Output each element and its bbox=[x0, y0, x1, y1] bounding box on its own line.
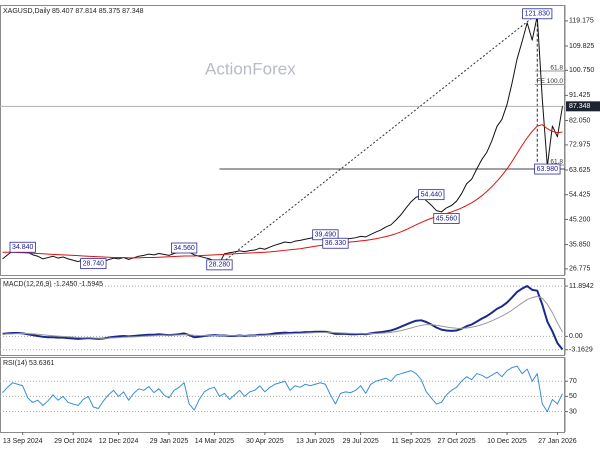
y-tick-label: 91.425 bbox=[569, 92, 591, 99]
x-tick-label: 27 Oct 2025 bbox=[437, 438, 475, 445]
annotation-box bbox=[9, 241, 36, 253]
x-tick-label: 13 Sep 2024 bbox=[3, 438, 43, 445]
annotation-box bbox=[433, 213, 460, 224]
annotation-box bbox=[80, 258, 107, 270]
x-tick-label: 11 Sep 2025 bbox=[392, 438, 431, 445]
x-tick-label: 30 Apr 2025 bbox=[246, 438, 284, 445]
series-line bbox=[2, 124, 563, 259]
y-tick-label: 82.050 bbox=[569, 117, 591, 124]
annotation-label: 28.740 bbox=[83, 260, 105, 267]
annotation-box bbox=[322, 237, 349, 249]
panel-title: RSI(14) 53.6361 bbox=[3, 360, 54, 367]
y-tick-label: 100.750 bbox=[569, 67, 594, 74]
panel-title: XAGUSD,Daily 85.407 87.814 85.375 87.348 bbox=[3, 8, 144, 15]
y-tick-label: 72.975 bbox=[569, 142, 591, 149]
y-tick-label: 11.8942 bbox=[569, 283, 594, 290]
y-tick-label: 26.775 bbox=[569, 266, 591, 273]
trend-line bbox=[219, 13, 538, 266]
fib-label: 61.8 bbox=[550, 159, 563, 166]
y-tick-label: 54.425 bbox=[569, 192, 591, 199]
series-line bbox=[2, 365, 563, 413]
x-tick-label: 29 Jan 2025 bbox=[150, 438, 189, 445]
y-tick-label: 35.850 bbox=[569, 241, 591, 248]
fib-label: 61.8 bbox=[550, 65, 563, 72]
annotation-label: 28.280 bbox=[209, 262, 231, 269]
series-line bbox=[2, 295, 563, 339]
x-tick-label: 13 Jun 2025 bbox=[296, 438, 335, 445]
y-tick-label: 109.825 bbox=[569, 43, 594, 50]
x-tick-label: 29 Jul 2025 bbox=[343, 438, 379, 445]
annotation-label: 34.840 bbox=[12, 244, 34, 251]
annotation-box bbox=[171, 242, 198, 254]
x-tick-label: 27 Jan 2026 bbox=[538, 438, 577, 445]
y-tick-label: 119.175 bbox=[569, 18, 594, 25]
annotation-label: 39.490 bbox=[315, 232, 337, 239]
annotation-label: 36.330 bbox=[325, 240, 347, 247]
last-price-label: 87.348 bbox=[569, 103, 591, 110]
watermark: ActionForex bbox=[205, 59, 296, 78]
x-tick-label: 14 Mar 2025 bbox=[195, 438, 234, 445]
annotation-label: 121.830 bbox=[525, 11, 550, 18]
x-tick-label: 29 Oct 2024 bbox=[54, 438, 92, 445]
annotation-box bbox=[522, 8, 553, 20]
y-tick-label: -3.1629 bbox=[569, 347, 593, 354]
x-tick-label: 10 Dec 2025 bbox=[487, 438, 527, 445]
series-line bbox=[2, 285, 564, 351]
annotation-label: 54.440 bbox=[421, 191, 443, 198]
annotation-box bbox=[534, 163, 561, 175]
panel-title: MACD(12,26,9) -1.2450 -1.5945 bbox=[3, 281, 103, 288]
y-tick-label: 70 bbox=[569, 378, 577, 385]
annotation-label: 45.560 bbox=[436, 215, 458, 222]
y-tick-label: 45.200 bbox=[569, 216, 591, 223]
annotation-label: 63.980 bbox=[537, 166, 559, 173]
last-price-box bbox=[566, 101, 600, 112]
fib-label: FE 100.0 bbox=[537, 78, 564, 85]
annotation-label: 34.560 bbox=[173, 245, 195, 252]
y-tick-label: 0.00 bbox=[569, 333, 583, 340]
y-tick-label: 50 bbox=[569, 393, 577, 400]
y-tick-label: 63.625 bbox=[569, 167, 591, 174]
x-tick-label: 12 Dec 2024 bbox=[99, 438, 139, 445]
annotation-box bbox=[418, 189, 445, 201]
annotation-box bbox=[206, 259, 233, 271]
y-tick-label: 30 bbox=[569, 408, 577, 415]
